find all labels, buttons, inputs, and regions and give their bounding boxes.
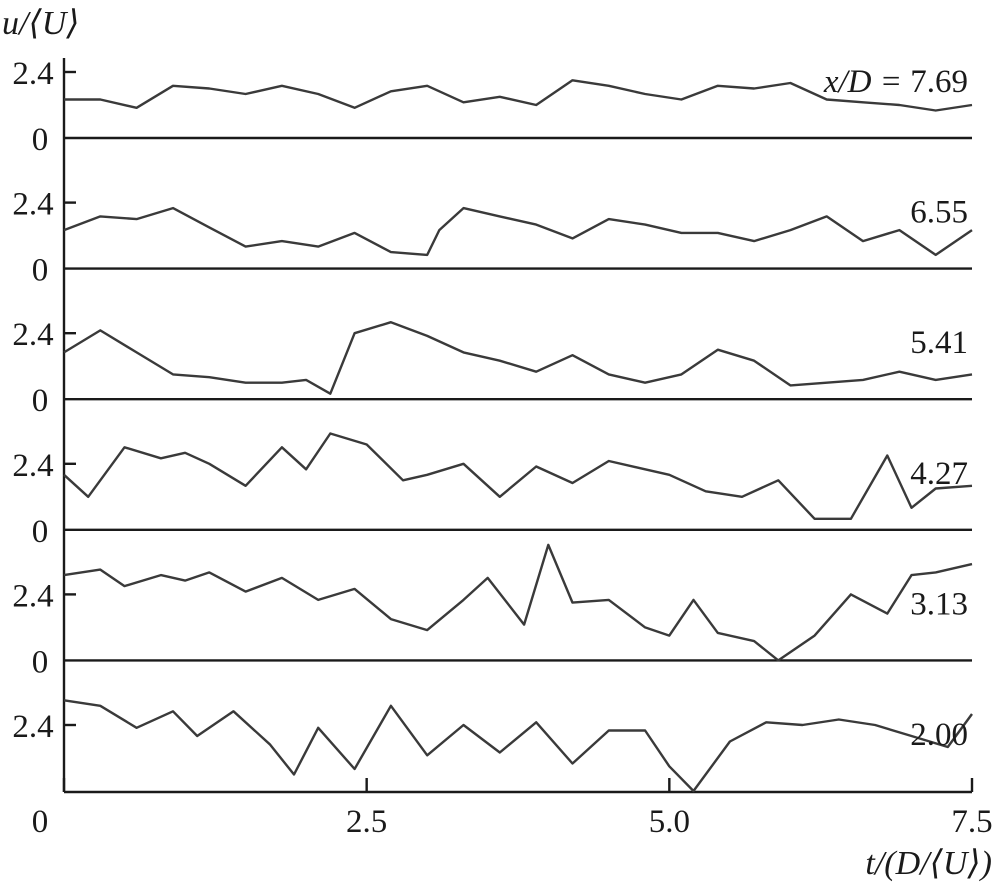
y-tick-label-2-4: 2.4 (12, 578, 53, 614)
x-tick-label: 0 (32, 804, 49, 840)
axes-layer (62, 58, 974, 794)
y-tick-label-2-4: 2.4 (12, 56, 53, 92)
series-label: x/D = 7.69 (823, 64, 968, 100)
y-tick-label-zero: 0 (32, 122, 49, 158)
series-label: 4.27 (910, 456, 968, 492)
series-label: 3.13 (910, 586, 968, 622)
y-tick-label-2-4: 2.4 (12, 448, 53, 484)
series-trace-7-69 (64, 79, 973, 112)
x-tick-label: 7.5 (951, 804, 992, 840)
y-tick-label-zero: 0 (32, 253, 49, 289)
series-trace-5-41 (63, 321, 973, 395)
series-trace-3-13 (63, 543, 973, 662)
y-tick-label-2-4: 2.4 (12, 709, 53, 745)
series-label: 5.41 (910, 325, 968, 361)
x-axis-label: t/(D/⟨U⟩) (865, 845, 992, 882)
series-label: 2.00 (910, 717, 968, 753)
y-tick-label-2-4: 2.4 (12, 317, 53, 353)
y-tick-label-zero: 0 (32, 514, 49, 550)
labels-layer: u/⟨U⟩ t/(D/⟨U⟩) 0 2.5 5.0 7.5 0 2.4 x/D = 7.69… (2, 5, 993, 882)
y-axis-label: u/⟨U⟩ (2, 5, 80, 42)
series-trace-2-00 (63, 699, 973, 793)
y-tick-label-zero: 0 (32, 383, 49, 419)
series-trace-4-27 (63, 432, 973, 520)
y-tick-label-2-4: 2.4 (12, 187, 53, 223)
series-label: 6.55 (910, 195, 968, 231)
traces-layer (63, 79, 973, 793)
y-tick-label-zero: 0 (32, 644, 49, 680)
x-tick-label: 5.0 (649, 804, 690, 840)
series-trace-6-55 (63, 206, 973, 257)
x-tick-label: 2.5 (346, 804, 387, 840)
